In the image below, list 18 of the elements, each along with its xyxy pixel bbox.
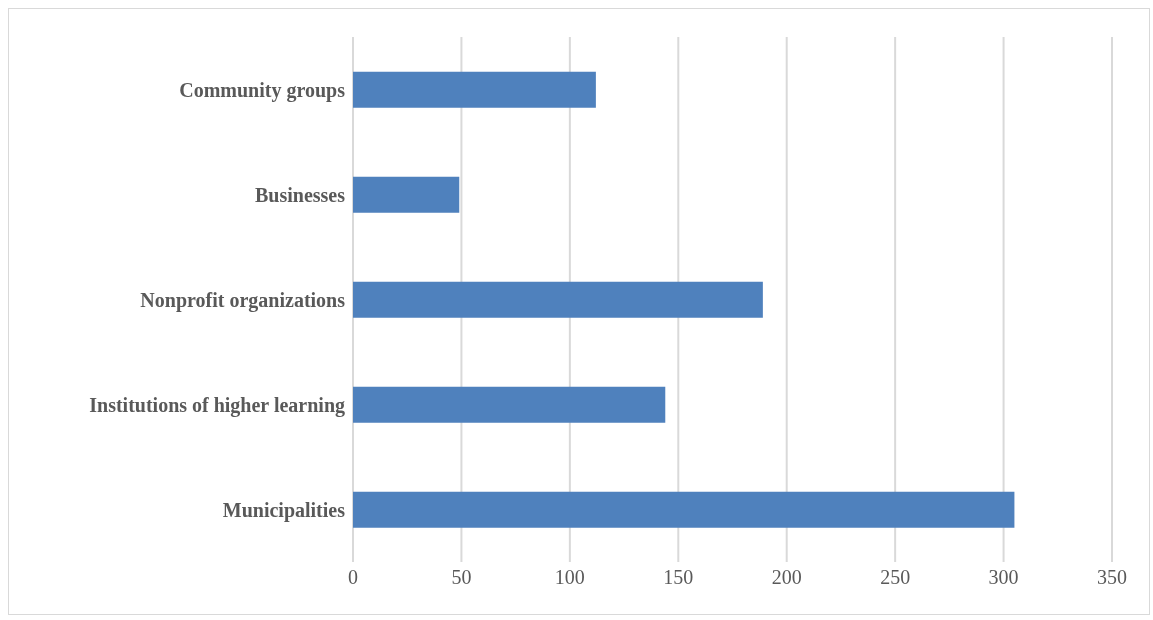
y-tick-label: Municipalities <box>222 498 346 522</box>
bar <box>353 281 763 318</box>
x-tick-label: 250 <box>880 566 911 589</box>
y-tick-label: Nonprofit organizations <box>140 288 346 312</box>
bar <box>353 386 666 423</box>
x-tick-label: 50 <box>451 566 472 589</box>
x-tick-label: 150 <box>663 566 694 589</box>
x-tick-label: 200 <box>771 566 802 589</box>
bar <box>353 176 460 213</box>
x-tick-label: 100 <box>554 566 585 589</box>
y-tick-label: Institutions of higher learning <box>89 393 345 417</box>
bar <box>353 71 596 108</box>
y-tick-label: Businesses <box>254 183 346 206</box>
y-tick-label: Community groups <box>179 78 346 102</box>
x-tick-label: 0 <box>348 566 358 589</box>
bar <box>353 491 1015 528</box>
x-tick-label: 350 <box>1097 566 1127 589</box>
x-tick-label: 300 <box>988 566 1019 589</box>
